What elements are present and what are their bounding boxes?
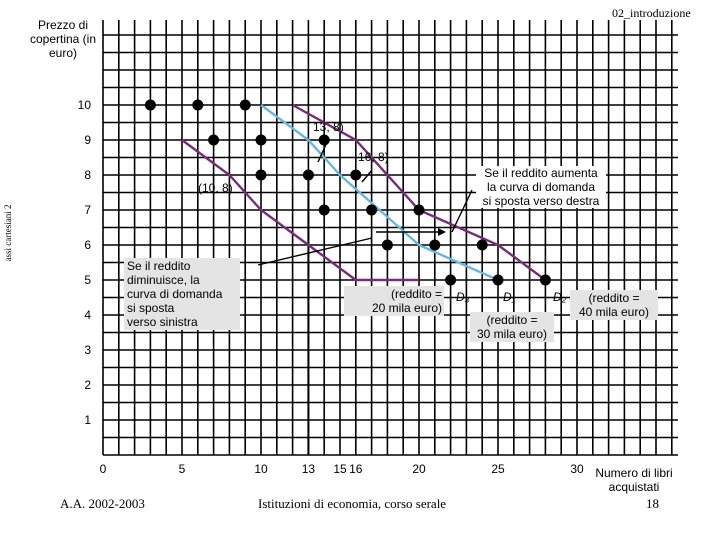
chart-dots [144, 99, 551, 286]
y-tick-label: 2 [84, 378, 91, 392]
x-tick-label: 13 [302, 462, 316, 476]
curve-label-d3: D₃ [456, 290, 470, 304]
note-income-20: (reddito = 20 mila euro) [344, 286, 444, 316]
data-point [476, 239, 488, 251]
x-tick-label: 20 [412, 462, 426, 476]
point-label-10-8: (10, 8) [198, 181, 233, 195]
chart-grid [102, 20, 678, 456]
section-tag: 02_introduzione [612, 6, 691, 20]
note-income-40: (reddito = 40 mila euro) [570, 290, 658, 320]
x-tick-label: 10 [254, 462, 268, 476]
data-point [192, 99, 204, 111]
curve-label-d1: D₁ [503, 290, 516, 304]
leader-line-16-8 [361, 169, 373, 183]
data-point [208, 134, 220, 146]
demand-curve-d3 [181, 139, 419, 282]
data-point [413, 204, 425, 216]
data-point [255, 169, 267, 181]
leader-line-increase [451, 189, 473, 233]
point-label-13-8: 13, 8) [313, 120, 344, 134]
x-tick-label: 25 [491, 462, 505, 476]
curve-label-d2: D₂ [553, 290, 567, 304]
chart-axes: 1 2 3 4 5 6 7 8 9 10 0 5 10 13 15 16 20 25 30 [78, 98, 584, 476]
data-point [381, 239, 393, 251]
y-tick-label: 1 [84, 413, 91, 427]
footer-course-year: A.A. 2002-2003 [60, 496, 145, 511]
data-point [445, 274, 457, 286]
data-point [366, 204, 378, 216]
x-tick-label: 30 [570, 462, 584, 476]
point-label-16-8: 16, 8) [358, 150, 389, 164]
y-tick-label: 3 [84, 343, 91, 357]
note-income-decrease: Se il reddito diminuisce, la curva di do… [124, 258, 240, 330]
data-point [539, 274, 551, 286]
x-axis-title: Numero di libri acquistati [586, 466, 682, 494]
y-tick-label: 6 [84, 238, 91, 252]
data-point [302, 169, 314, 181]
leader-line-decrease [257, 237, 373, 266]
x-tick-label: 16 [349, 462, 363, 476]
page-number: 18 [646, 496, 659, 511]
x-tick-label: 5 [179, 462, 186, 476]
data-point [350, 169, 362, 181]
data-point [318, 134, 330, 146]
y-tick-label: 7 [84, 203, 91, 217]
data-point [239, 99, 251, 111]
shift-arrow-head [438, 228, 446, 236]
y-tick-label: 4 [84, 308, 91, 322]
data-point [429, 239, 441, 251]
x-tick-label: 15 [333, 462, 347, 476]
x-tick-label: 0 [100, 462, 107, 476]
demand-curve-d1 [260, 104, 499, 282]
side-tag: assi cartesiani 2 [3, 204, 13, 262]
y-tick-label: 9 [84, 133, 91, 147]
footer-course-title: Istituzioni di economia, corso serale [258, 496, 447, 511]
y-tick-label: 8 [84, 168, 91, 182]
data-point [318, 204, 330, 216]
note-income-30: (reddito = 30 mila euro) [470, 312, 554, 342]
data-point [492, 274, 504, 286]
y-tick-label: 10 [78, 98, 92, 112]
data-point [144, 99, 156, 111]
y-tick-label: 5 [84, 273, 91, 287]
y-axis-title: Prezzo di copertina (in euro) [29, 18, 97, 60]
leader-line-13-8 [317, 139, 329, 163]
annotation-arrows [257, 139, 473, 266]
note-income-increase: Se il reddito aumenta la curva di domand… [476, 166, 606, 208]
data-point [255, 134, 267, 146]
